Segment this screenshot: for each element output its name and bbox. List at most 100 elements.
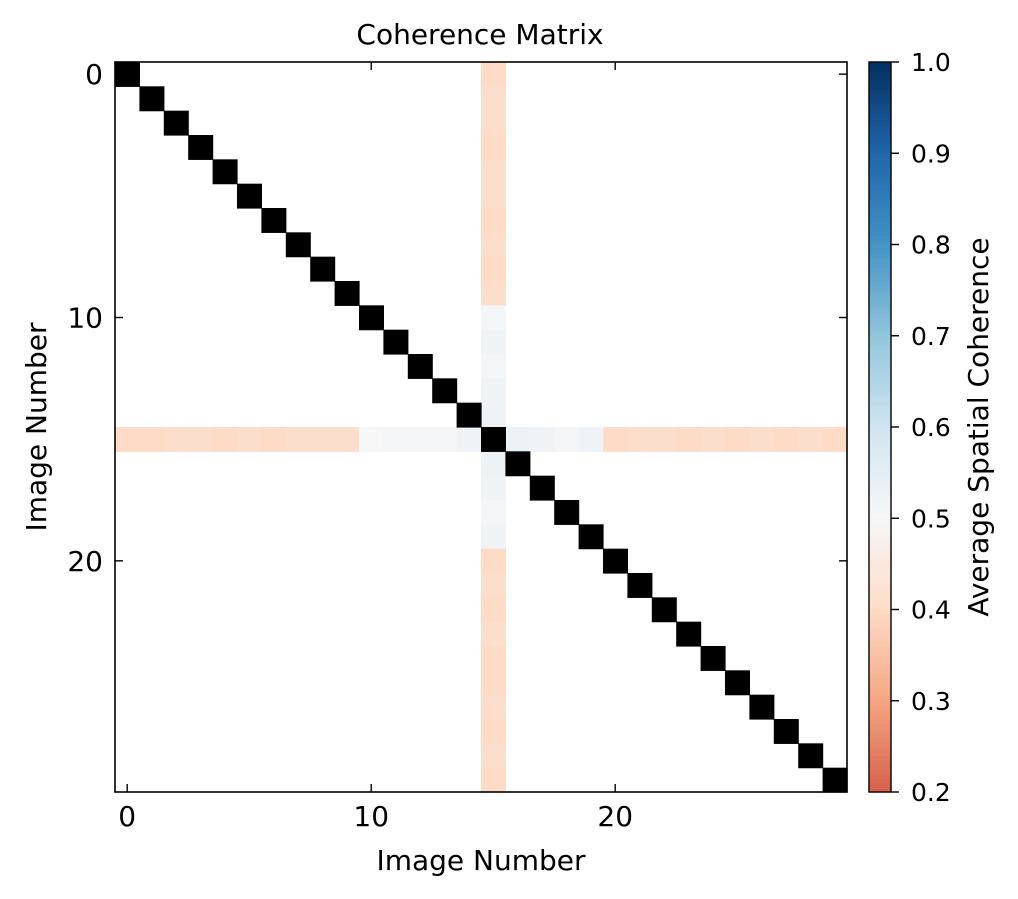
- colorbar-strip: [869, 614, 891, 620]
- y-axis-ticks: 0 10 20: [67, 58, 847, 578]
- colorbar-strip: [869, 559, 891, 565]
- heatmap-cell: [822, 767, 848, 793]
- heatmap-cell: [310, 256, 336, 282]
- colorbar-strip: [869, 659, 891, 665]
- heatmap-cell: [407, 354, 433, 379]
- colorbar-strip: [869, 568, 891, 574]
- colorbar-strip: [869, 536, 891, 542]
- colorbar-strip: [869, 381, 891, 387]
- colorbar-strip: [869, 554, 891, 560]
- colorbar-strip: [869, 764, 891, 770]
- heatmap-cell: [481, 402, 506, 428]
- heatmap-cell: [163, 427, 189, 452]
- colorbar-strip: [869, 545, 891, 551]
- heatmap-cell: [481, 743, 506, 769]
- colorbar-strip: [869, 477, 891, 483]
- colorbar-strip: [869, 755, 891, 761]
- colorbar-strip: [869, 650, 891, 656]
- colorbar-strip: [869, 719, 891, 725]
- colorbar-strip: [869, 705, 891, 711]
- heatmap-cell: [481, 719, 506, 744]
- colorbar-strip: [869, 62, 891, 68]
- heatmap-cell: [481, 694, 506, 720]
- colorbar-strip: [869, 121, 891, 127]
- colorbar-strip: [869, 144, 891, 150]
- heatmap-cell: [481, 500, 506, 525]
- heatmap-cell: [676, 427, 702, 452]
- heatmap-cell: [481, 305, 506, 331]
- colorbar-strip: [869, 655, 891, 661]
- heatmap-cell: [383, 329, 409, 355]
- colorbar-strip: [869, 463, 891, 469]
- heatmap-cell: [481, 427, 506, 452]
- colorbar-strip: [869, 385, 891, 392]
- colorbar-strip: [869, 728, 891, 734]
- colorbar-strip: [869, 249, 891, 255]
- colorbar-strip: [869, 682, 891, 688]
- colorbar-strip: [869, 577, 891, 583]
- heatmap-cell: [725, 670, 750, 696]
- heatmap-cell: [481, 110, 506, 136]
- heatmap-cell: [237, 183, 262, 209]
- colorbar-strip: [869, 422, 891, 428]
- colorbar-tick-label: 0.5: [911, 504, 951, 533]
- colorbar-strip: [869, 582, 891, 588]
- heatmap-cell: [432, 427, 458, 452]
- colorbar-strip: [869, 281, 891, 287]
- colorbar-strip: [869, 531, 891, 538]
- heatmap-cell: [529, 427, 555, 452]
- colorbar-strip: [869, 490, 891, 497]
- colorbar-strip: [869, 303, 891, 309]
- colorbar-strip: [869, 604, 891, 611]
- colorbar-strip: [869, 696, 891, 702]
- colorbar-strip: [869, 527, 891, 533]
- colorbar-strip: [869, 71, 891, 77]
- colorbar-strip: [869, 591, 891, 597]
- colorbar-tick-label: 1.0: [911, 48, 951, 77]
- colorbar-strip: [869, 709, 891, 716]
- colorbar-strip: [869, 573, 891, 579]
- colorbar-strip: [869, 668, 891, 674]
- heatmap-cell: [432, 378, 458, 404]
- heatmap-cell: [481, 183, 506, 209]
- colorbar-tick-label: 0.3: [911, 687, 951, 716]
- y-tick-label: 0: [85, 58, 103, 91]
- heatmap-cell: [285, 427, 311, 452]
- heatmap-cell: [163, 110, 189, 136]
- colorbar-strip: [869, 322, 891, 328]
- colorbar-strip: [869, 445, 891, 451]
- heatmap-cell: [261, 427, 287, 452]
- heatmap-cell: [725, 427, 750, 452]
- heatmap-cell: [481, 524, 506, 550]
- colorbar-strip: [869, 677, 891, 684]
- colorbar-strip: [869, 326, 891, 332]
- colorbar-tick-label: 0.8: [911, 231, 951, 260]
- heatmap-cell: [481, 451, 506, 477]
- colorbar-strip: [869, 166, 891, 173]
- colorbar-strip: [869, 107, 891, 113]
- colorbar-strip: [869, 449, 891, 455]
- heatmap-cell: [554, 500, 580, 525]
- heatmap-cell: [359, 427, 384, 452]
- colorbar-strip: [869, 504, 891, 510]
- colorbar-strip: [869, 714, 891, 720]
- colorbar-strip: [869, 664, 891, 670]
- heatmap-cell: [578, 427, 604, 452]
- colorbar-strip: [869, 586, 891, 592]
- colorbar-strip: [869, 737, 891, 743]
- colorbar-strip: [869, 495, 891, 501]
- colorbar: 0.2 0.3 0.4 0.5 0.6 0.7 0.8 0.9 1.0 Average Spat…: [868, 48, 995, 807]
- heatmap-cell: [481, 281, 506, 306]
- colorbar-strip: [869, 417, 891, 424]
- x-axis-ticks: 0 10 20: [118, 62, 633, 833]
- heatmap-cell: [212, 427, 238, 452]
- colorbar-strip: [869, 208, 891, 214]
- colorbar-strip: [869, 308, 891, 314]
- colorbar-strip: [869, 390, 891, 396]
- heatmap-cell: [407, 427, 433, 452]
- colorbar-strip: [869, 372, 891, 378]
- heatmap-cell: [456, 402, 482, 428]
- colorbar-strip: [869, 312, 891, 319]
- colorbar-strip: [869, 226, 891, 232]
- colorbar-strip: [869, 376, 891, 382]
